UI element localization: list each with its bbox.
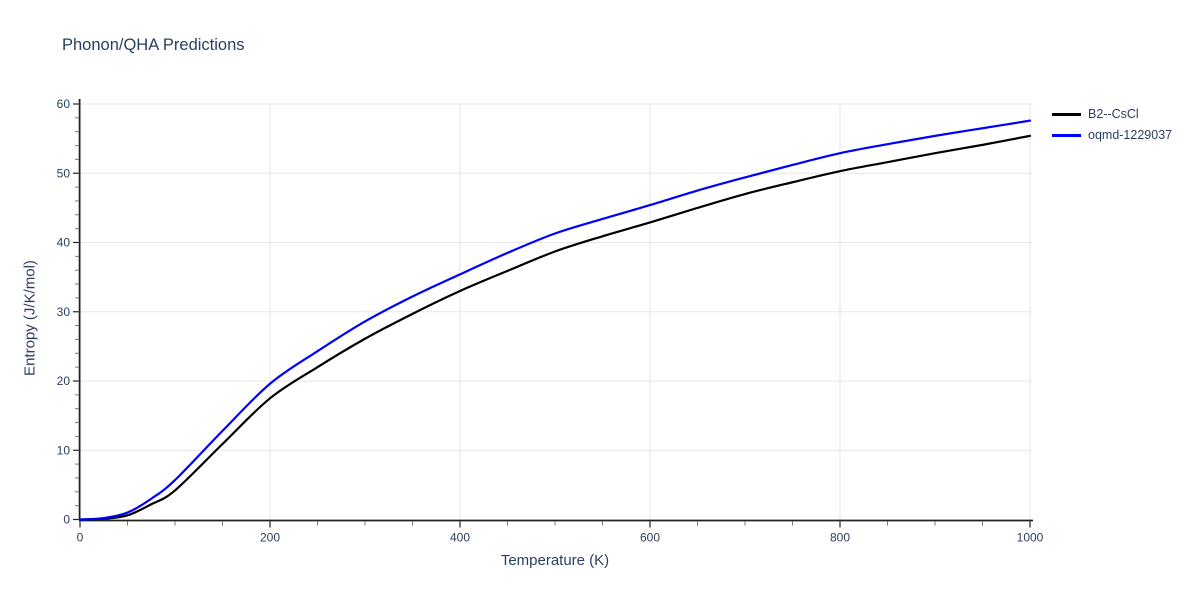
y-tick-label: 60: [57, 97, 71, 111]
legend: B2--CsCl oqmd-1229037: [1052, 106, 1172, 143]
y-tick-label: 20: [57, 374, 71, 388]
legend-line-swatch: [1052, 133, 1081, 137]
legend-item-label: B2--CsCl: [1088, 107, 1139, 121]
legend-item-B2--CsCl[interactable]: B2--CsCl: [1052, 106, 1172, 122]
legend-line-swatch: [1052, 112, 1081, 116]
x-tick-label: 1000: [1017, 531, 1044, 545]
chart-title: Phonon/QHA Predictions: [62, 36, 245, 54]
x-axis-title: Temperature (K): [500, 552, 610, 569]
legend-item-oqmd-1229037[interactable]: oqmd-1229037: [1052, 127, 1172, 143]
series-curve-oqmd-1229037[interactable]: [78, 119, 1032, 521]
y-tick-label: 50: [57, 166, 71, 180]
x-tick-label: 400: [450, 531, 470, 545]
y-tick-label: 10: [57, 443, 71, 457]
y-tick-label: 40: [57, 236, 71, 250]
series-curve-B2--CsCl[interactable]: [78, 134, 1032, 521]
y-tick-label: 30: [57, 305, 71, 319]
y-axis-title: Entropy (J/K/mol): [21, 260, 39, 376]
x-tick-label: 0: [77, 531, 84, 545]
x-tick-label: 800: [830, 531, 850, 545]
x-tick-label: 600: [640, 531, 660, 545]
x-tick-label: 200: [260, 531, 280, 545]
legend-item-label: oqmd-1229037: [1088, 128, 1173, 142]
y-tick-label: 0: [63, 513, 70, 527]
